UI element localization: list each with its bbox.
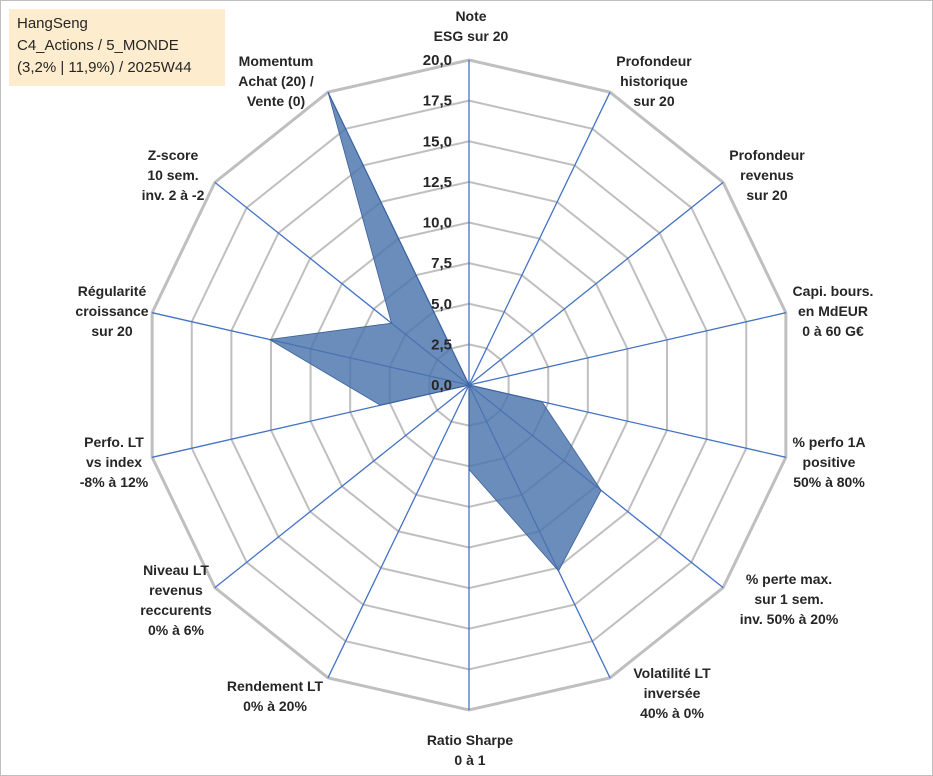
- spoke: [327, 384, 470, 679]
- category-label: % perfo 1A positive 50% à 80%: [792, 434, 865, 490]
- info-box: HangSeng C4_Actions / 5_MONDE (3,2% | 11…: [9, 9, 225, 86]
- spoke: [468, 312, 786, 386]
- series: [268, 92, 602, 572]
- category-label: Momentum Achat (20) / Vente (0): [238, 53, 314, 109]
- info-line-stats: (3,2% | 11,9%) / 2025W44: [17, 59, 192, 76]
- tick-label: 20,0: [423, 52, 452, 69]
- info-line-category: C4_Actions / 5_MONDE: [17, 37, 179, 54]
- tick-label: 12,5: [423, 174, 452, 191]
- tick-label: 7,5: [431, 255, 452, 272]
- category-label: Note ESG sur 20: [434, 8, 509, 44]
- tick-label: 0,0: [431, 377, 452, 394]
- category-label: Régularité croissance sur 20: [75, 283, 148, 339]
- category-label: Profondeur historique sur 20: [616, 53, 692, 109]
- category-label: Niveau LT revenus reccurents 0% à 6%: [140, 562, 212, 638]
- tick-label: 10,0: [423, 215, 452, 232]
- series-area: [268, 92, 602, 572]
- tick-labels: 0,0 2,5 5,0 7,5 10,0 12,5 15,0 17,5 20,0: [423, 52, 452, 394]
- tick-label: 17,5: [423, 93, 452, 110]
- tick-label: 15,0: [423, 133, 452, 150]
- tick-label: 2,5: [431, 336, 452, 353]
- category-label: Rendement LT 0% à 20%: [227, 678, 324, 714]
- category-label: % perte max. sur 1 sem. inv. 50% à 20%: [740, 571, 839, 627]
- spoke: [468, 91, 611, 386]
- category-label: Profondeur revenus sur 20: [729, 147, 805, 203]
- category-label: Volatilité LT inversée 40% à 0%: [633, 665, 711, 721]
- spoke: [468, 181, 724, 386]
- category-label: Perfo. LT vs index -8% à 12%: [80, 434, 149, 490]
- category-labels: Note ESG sur 20 Profondeur historique sur 20…: [75, 8, 873, 768]
- spoke: [214, 384, 470, 589]
- category-label: Capi. bours. en MdEUR 0 à 60 G€: [793, 283, 874, 339]
- category-label: Z-score 10 sem. inv. 2 à -2: [142, 147, 205, 203]
- info-line-index: HangSeng: [17, 15, 88, 32]
- tick-label: 5,0: [431, 296, 452, 313]
- category-label: Ratio Sharpe 0 à 1: [427, 732, 514, 768]
